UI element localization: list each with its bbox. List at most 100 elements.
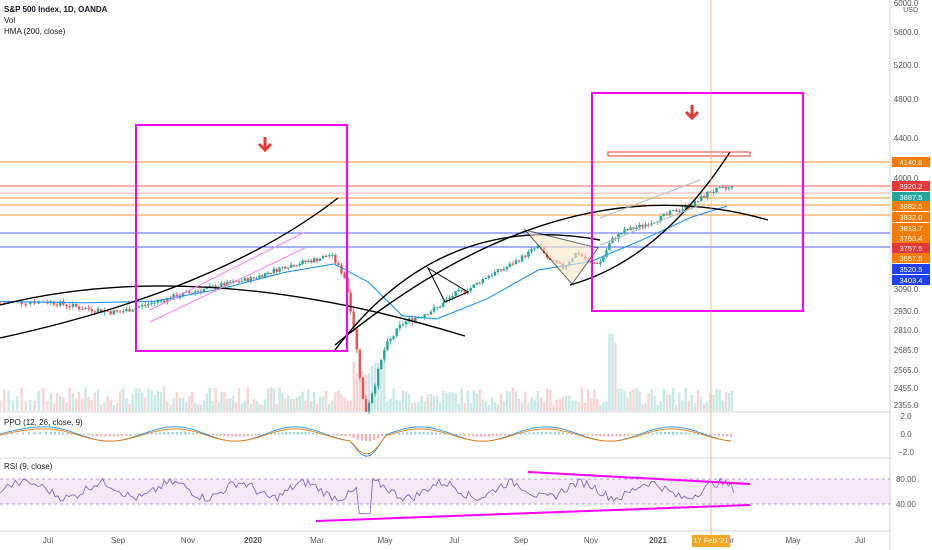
candle-body (502, 269, 506, 271)
hma-line (0, 205, 728, 320)
volume-bar (514, 391, 518, 411)
currency-label: USD (903, 7, 918, 14)
candle-body (383, 349, 386, 360)
ppo-histogram-bar (231, 434, 234, 437)
candle-body (96, 309, 100, 313)
price-tick-label: 4800.0 (894, 95, 919, 104)
ppo-histogram-bar (188, 432, 191, 435)
candle-body (77, 306, 81, 310)
volume-bar (71, 393, 75, 411)
candle-body (659, 215, 662, 222)
volume-bar (278, 387, 281, 411)
ppo-histogram-bar (108, 434, 111, 437)
ppo-histogram-bar (647, 433, 650, 435)
ppo-histogram-bar (250, 434, 253, 436)
volume-bar (583, 402, 587, 411)
candle-body (668, 211, 672, 215)
candle-body (211, 285, 214, 287)
candle-body (487, 275, 491, 279)
candle-body (295, 265, 299, 267)
candle-body (278, 267, 281, 272)
ppo-histogram-bar (418, 431, 421, 435)
candle-body (724, 187, 728, 189)
candle-body (496, 269, 500, 272)
ppo-histogram-bar (397, 432, 400, 435)
price-tick-label: 4400.0 (894, 134, 919, 143)
candle-body (100, 309, 103, 313)
candle-body (292, 264, 296, 267)
ppo-histogram-bar (557, 432, 560, 435)
ppo-histogram-bar (184, 432, 187, 435)
symbol-title: S&P 500 Index, 1D, OANDA (4, 5, 108, 14)
volume-bar (106, 396, 109, 411)
ppo-histogram-bar (726, 434, 728, 437)
volume-bar (423, 401, 426, 411)
volume-bar (429, 394, 433, 411)
candle-body (508, 263, 512, 267)
volume-bar (377, 363, 380, 411)
ppo-histogram-bar (62, 432, 65, 435)
ppo-histogram-bar (532, 432, 535, 435)
ppo-histogram-bar (211, 434, 214, 436)
volume-bar (580, 387, 584, 411)
volume-bar (684, 387, 687, 411)
volume-bar (596, 399, 599, 411)
volume-bar (656, 404, 659, 411)
ppo-histogram-bar (688, 432, 691, 435)
ppo-line (0, 426, 732, 457)
volume-bar (199, 404, 203, 411)
candle-body (517, 260, 521, 262)
ppo-histogram-bar (393, 433, 396, 435)
ppo-histogram-bar (340, 434, 343, 437)
ppo-histogram-bar (570, 433, 573, 435)
ppo-histogram-bar (175, 431, 178, 435)
volume-bar (392, 388, 395, 411)
down-arrow-icon (684, 105, 700, 121)
ppo-signal-line (0, 428, 732, 455)
candle-body (623, 229, 626, 234)
ppo-histogram-bar (676, 431, 679, 435)
candle-body (315, 258, 319, 262)
ppo-histogram-bar (96, 434, 98, 437)
candle-body (484, 278, 488, 280)
volume-bar (134, 388, 138, 411)
candle-body (281, 266, 284, 268)
volume-bar (690, 395, 694, 411)
ppo-histogram-bar (246, 434, 249, 437)
volume-bar (275, 403, 278, 411)
ppo-histogram-bar (171, 431, 174, 435)
candle-body (709, 191, 712, 193)
volume-bar (590, 398, 593, 411)
candle-body (275, 268, 278, 272)
ppo-histogram-bar (655, 432, 658, 435)
volume-bar (115, 403, 119, 411)
candle-body (454, 291, 457, 297)
volume-bar (505, 391, 509, 411)
volume-bar (546, 388, 549, 411)
ppo-histogram-bar (684, 432, 687, 435)
ppo-histogram-bar (623, 434, 626, 437)
volume-bar (574, 401, 577, 411)
volume-bar (693, 403, 697, 411)
price-level-value: 3887.5 (900, 193, 923, 202)
ppo-histogram-bar (651, 432, 654, 435)
candle-body (266, 272, 270, 274)
candle-body (128, 308, 131, 312)
ppo-histogram-bar (83, 434, 86, 436)
volume-bar (163, 387, 166, 411)
price-tick-label: 6000.0 (894, 0, 919, 8)
resistance-zone (607, 151, 751, 157)
volume-bar (361, 371, 365, 411)
ppo-histogram-bar (235, 434, 238, 437)
volume-bar (269, 387, 273, 411)
candle-body (150, 302, 153, 305)
volume-bar (530, 397, 533, 411)
ppo-histogram-bar (483, 434, 486, 437)
volume-bar (229, 397, 232, 411)
volume-bar (87, 396, 90, 411)
volume-bar (605, 401, 608, 411)
volume-bar (153, 395, 156, 411)
candle-body (324, 255, 328, 257)
volume-bar (647, 393, 650, 411)
